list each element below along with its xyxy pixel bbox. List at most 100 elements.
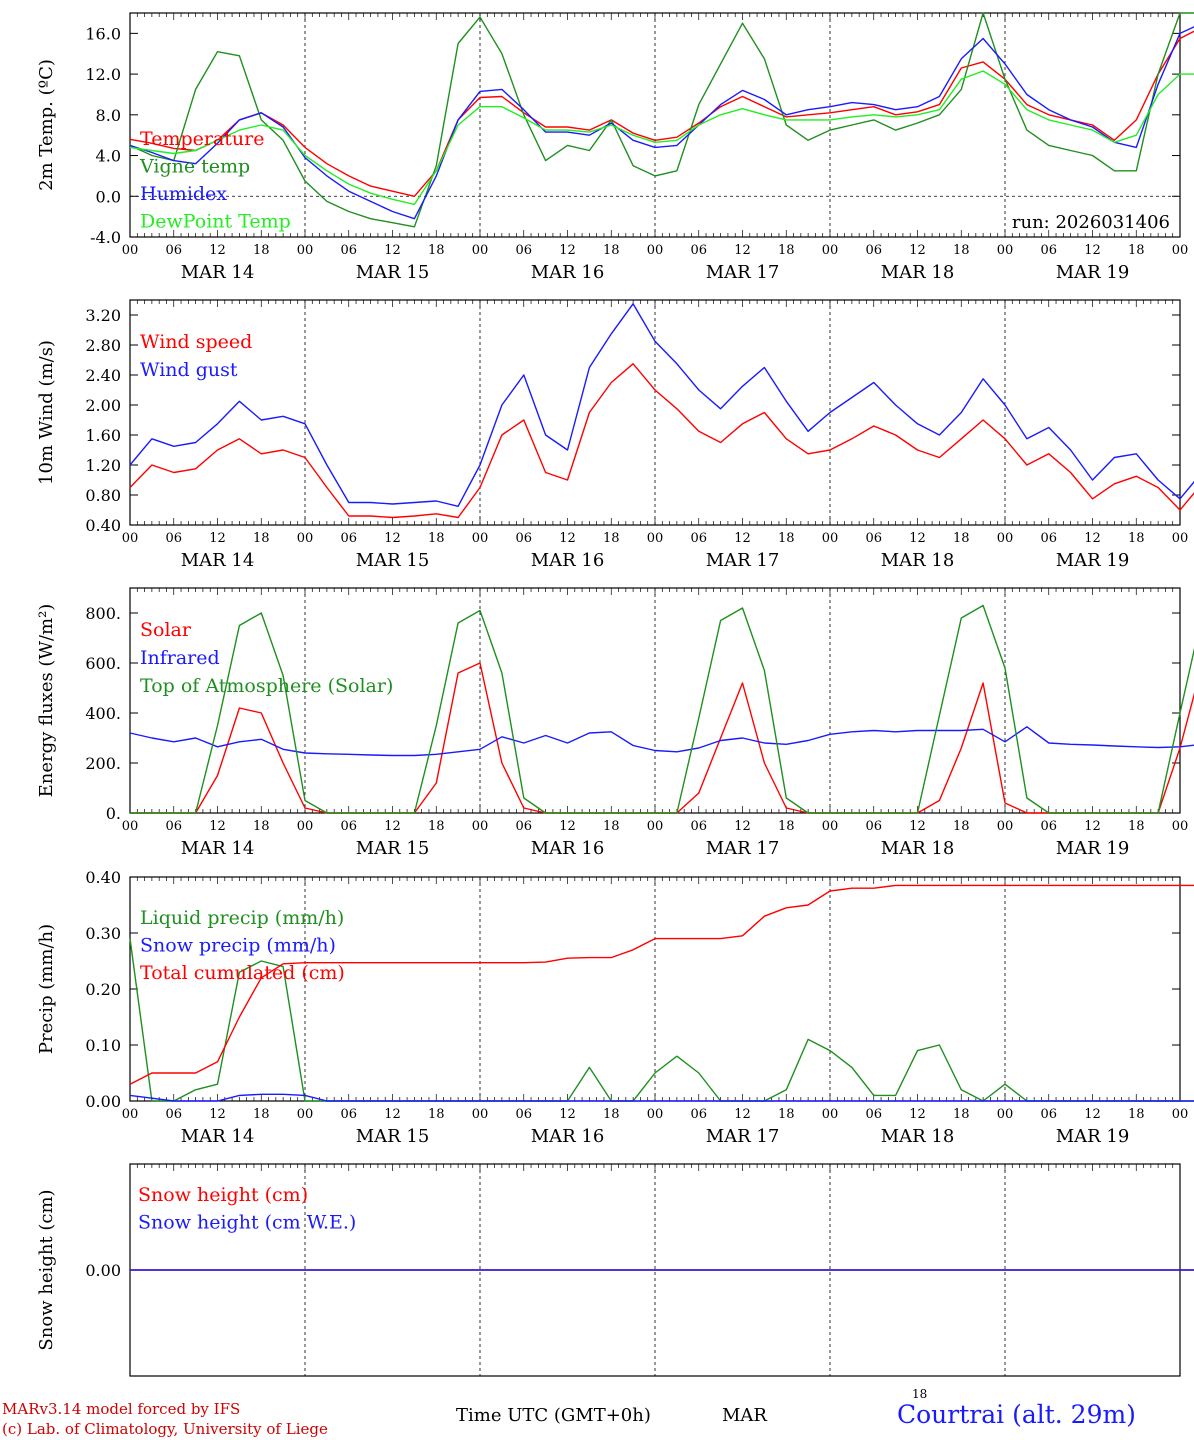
- y-tick-label: 16.0: [85, 24, 121, 43]
- y-tick-label: 2.00: [85, 396, 121, 415]
- x-day-label: MAR 16: [531, 1126, 605, 1147]
- x-tick-label: 18: [778, 531, 795, 546]
- x-tick-label: 18: [1128, 531, 1145, 546]
- x-tick-label: 06: [515, 531, 532, 546]
- x-tick-label: 18: [603, 819, 620, 834]
- x-tick-label: 12: [909, 243, 926, 258]
- x-tick-label: 12: [209, 1107, 226, 1122]
- x-day-label: MAR 18: [881, 838, 955, 859]
- x-day-label: MAR 17: [706, 838, 780, 859]
- x-day-label: MAR 19: [1056, 550, 1130, 571]
- x-tick-label: 06: [690, 531, 707, 546]
- x-day-label: MAR 18: [881, 550, 955, 571]
- y-tick-label: 8.0: [96, 106, 121, 125]
- x-tick-label: 12: [559, 1107, 576, 1122]
- x-tick-label: 00: [647, 243, 664, 258]
- x-tick-label: 00: [122, 531, 139, 546]
- x-tick-label: 06: [865, 531, 882, 546]
- x-day-label: MAR 15: [356, 262, 430, 283]
- legend-entry: Top of Atmosphere (Solar): [140, 675, 393, 697]
- x-tick-label: 06: [165, 531, 182, 546]
- station-title: Courtrai (alt. 29m): [897, 1400, 1136, 1429]
- x-tick-label: 12: [209, 819, 226, 834]
- x-tick-label: 06: [340, 531, 357, 546]
- x-tick-label: 06: [340, 243, 357, 258]
- x-tick-label: 00: [1172, 531, 1189, 546]
- x-day-label: MAR 19: [1056, 1126, 1130, 1147]
- x-day-label: MAR 14: [181, 262, 255, 283]
- y-tick-label: 0.00: [85, 1261, 121, 1280]
- series-line: [129, 30, 1194, 198]
- legend-entry: DewPoint Temp: [140, 211, 291, 233]
- x-tick-label: 18: [603, 1107, 620, 1122]
- x-tick-label: 00: [822, 819, 839, 834]
- x-tick-label: 06: [515, 1107, 532, 1122]
- x-tick-label: 00: [1172, 819, 1189, 834]
- x-tick-label: 12: [909, 531, 926, 546]
- x-tick-label: 06: [515, 819, 532, 834]
- y-axis-label: Snow height (cm): [36, 1189, 57, 1350]
- x-tick-label: 12: [1084, 1107, 1101, 1122]
- x-day-label: MAR 16: [531, 838, 605, 859]
- x-tick-label: 12: [1084, 819, 1101, 834]
- x-tick-label: 12: [384, 819, 401, 834]
- x-tick-label: 18: [953, 243, 970, 258]
- legend-entry: Snow height (cm W.E.): [138, 1212, 356, 1234]
- legend-entry: Liquid precip (mm/h): [140, 907, 344, 929]
- x-day-label: MAR 16: [531, 550, 605, 571]
- series-line: [129, 1093, 1194, 1102]
- x-tick-label: 06: [340, 819, 357, 834]
- x-day-label: MAR 14: [181, 550, 255, 571]
- x-tick-label: 00: [822, 243, 839, 258]
- y-tick-label: 0.20: [85, 980, 121, 999]
- x-tick-label: 00: [472, 819, 489, 834]
- y-tick-label: 1.60: [85, 426, 121, 445]
- x-tick-label: 00: [647, 531, 664, 546]
- x-tick-label: 06: [165, 243, 182, 258]
- x-tick-label: 12: [209, 243, 226, 258]
- x-day-label: MAR 15: [356, 1126, 430, 1147]
- plot-frame: [129, 12, 1181, 238]
- legend-entry: Vigne temp: [139, 156, 250, 178]
- x-day-label: MAR 14: [181, 838, 255, 859]
- y-tick-label: -4.0: [90, 228, 121, 247]
- y-axis-label: 10m Wind (m/s): [36, 340, 57, 485]
- month-label: MAR: [722, 1405, 767, 1426]
- plot-frame: [129, 299, 1181, 526]
- x-day-label: MAR 18: [881, 262, 955, 283]
- x-tick-label: 12: [1084, 531, 1101, 546]
- run-annotation: run: 2026031406: [1012, 212, 1170, 233]
- x-tick-label: 18: [778, 243, 795, 258]
- y-tick-label: 400.: [85, 704, 121, 723]
- legend-entry: Temperature: [140, 128, 264, 150]
- x-tick-label: 18: [1128, 819, 1145, 834]
- lab-credit: (c) Lab. of Climatology, University of L…: [2, 1420, 328, 1438]
- series-line: [129, 884, 1194, 1085]
- x-tick-label: 00: [1172, 1107, 1189, 1122]
- x-tick-label: 06: [1040, 1107, 1057, 1122]
- x-day-label: MAR 19: [1056, 262, 1130, 283]
- y-tick-label: 4.0: [96, 147, 121, 166]
- x-tick-label: 06: [515, 243, 532, 258]
- x-day-label: MAR 14: [181, 1126, 255, 1147]
- y-tick-label: 0.40: [85, 868, 121, 887]
- x-tick-label: 18: [428, 531, 445, 546]
- x-tick-label: 18: [428, 243, 445, 258]
- x-tick-label: 00: [647, 1107, 664, 1122]
- x-tick-label: 12: [734, 819, 751, 834]
- series-line: [129, 12, 1194, 228]
- x-tick-label: 18: [428, 819, 445, 834]
- x-tick-label: 00: [122, 1107, 139, 1122]
- x-day-label: MAR 15: [356, 838, 430, 859]
- y-tick-label: 1.20: [85, 456, 121, 475]
- legend-entry: Humidex: [140, 183, 227, 205]
- x-tick-label: 12: [559, 243, 576, 258]
- series-line: [129, 363, 1194, 519]
- x-tick-label: 12: [1084, 243, 1101, 258]
- x-tick-label: 12: [384, 243, 401, 258]
- x-tick-label: 06: [1040, 531, 1057, 546]
- x-tick-label: 06: [690, 243, 707, 258]
- x-tick-label: 12: [734, 243, 751, 258]
- y-tick-label: 0.: [106, 804, 121, 823]
